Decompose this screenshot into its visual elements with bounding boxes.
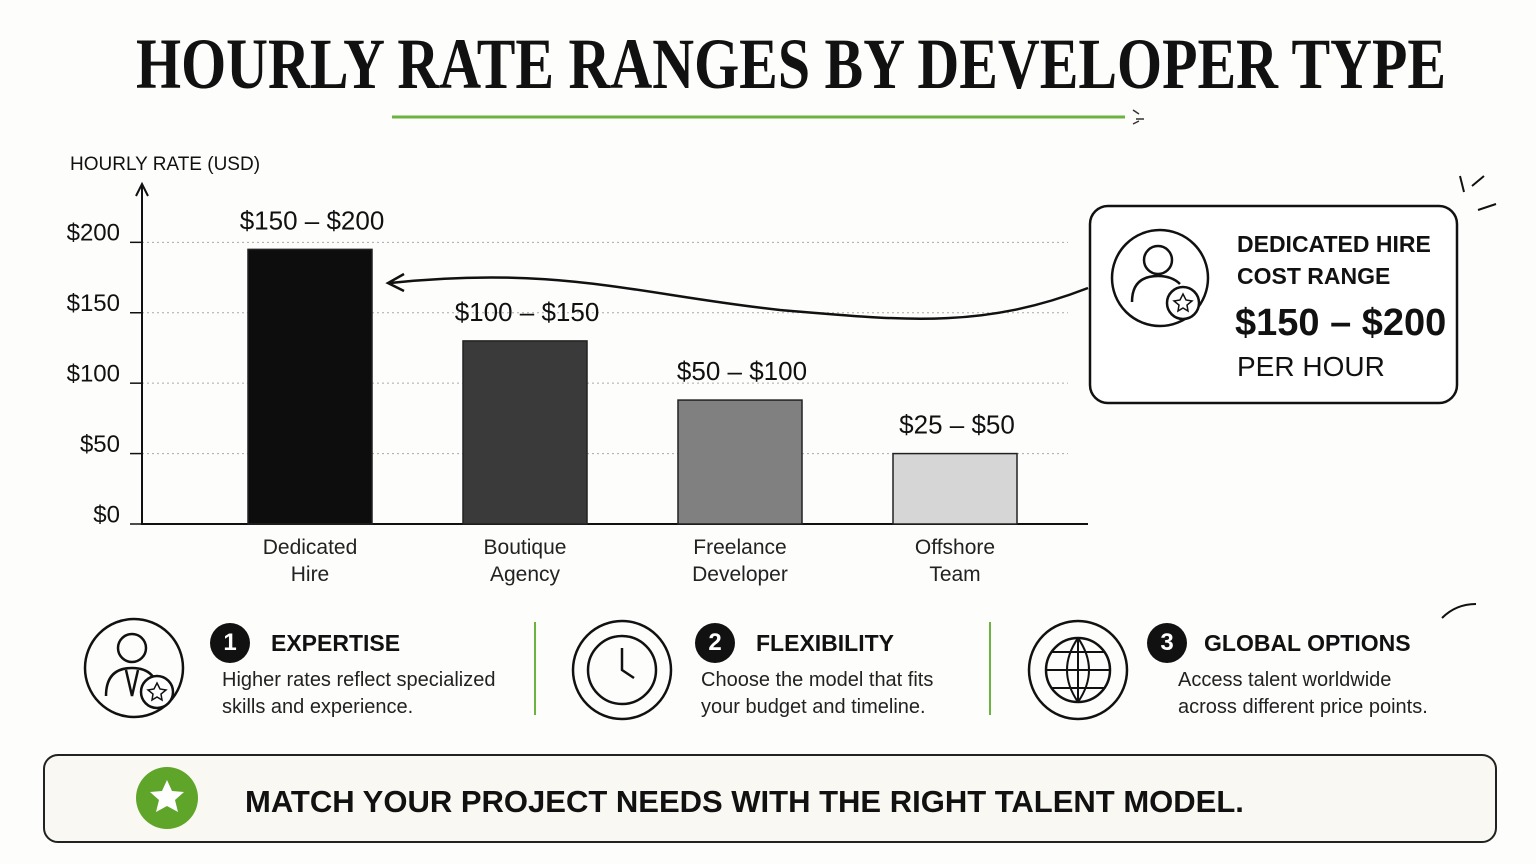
- sparkle: [1132, 109, 1144, 125]
- x-tick-label: Freelance Developer: [692, 536, 788, 586]
- feature-title: EXPERTISE: [271, 630, 401, 656]
- expertise-icon: [83, 617, 185, 719]
- feature-number: 2: [695, 623, 735, 663]
- y-axis-arrow: [135, 181, 149, 197]
- feature-text: Choose the model that fits your budget a…: [701, 669, 934, 718]
- callout-line: DEDICATED HIRE: [1237, 231, 1431, 257]
- star-badge: [139, 674, 175, 710]
- globe-icon: [1027, 619, 1129, 721]
- callout-line: COST RANGE: [1237, 263, 1390, 289]
- footer-text: MATCH YOUR PROJECT NEEDS WITH THE RIGHT …: [245, 784, 1244, 819]
- title: HOURLY RATE RANGES BY DEVELOPER TYPE: [136, 24, 1446, 104]
- bar: [677, 399, 803, 525]
- x-tick-label: Boutique Agency: [483, 536, 567, 586]
- y-tick-label: $100: [67, 361, 120, 388]
- person-icon: [1130, 274, 1181, 303]
- range-label: $100 – $150: [455, 297, 600, 327]
- range-label: $150 – $200: [240, 205, 385, 235]
- clock-icon: [571, 619, 673, 721]
- bar: [247, 248, 373, 525]
- y-tick-label: $50: [80, 431, 120, 458]
- star-badge: [1165, 285, 1201, 321]
- star-icon: [146, 681, 168, 702]
- feature-title: GLOBAL OPTIONS: [1204, 630, 1411, 656]
- y-tick-label: $0: [93, 501, 120, 528]
- bar: [892, 452, 1018, 525]
- x-tick-label: Offshore Team: [914, 536, 996, 586]
- expertise-icon: [116, 632, 148, 664]
- range-label: $25 – $50: [899, 410, 1015, 440]
- footer-box: [43, 754, 1497, 843]
- callout-unit: PER HOUR: [1237, 351, 1385, 382]
- x-tick-label: Dedicated Hire: [262, 536, 358, 586]
- clock-hands: [620, 648, 635, 680]
- bar: [462, 340, 588, 525]
- feature-number: 3: [1147, 623, 1187, 663]
- callout-arrowhead: [385, 272, 405, 293]
- footer-star: [150, 780, 184, 812]
- globe-icon: [1046, 637, 1110, 703]
- star-icon: [1172, 292, 1194, 313]
- feature-text: Access talent worldwide across different…: [1178, 669, 1428, 718]
- clock-icon: [586, 634, 658, 706]
- sparkle: [1459, 175, 1497, 211]
- callout-range: $150 – $200: [1235, 302, 1446, 344]
- y-axis-label: HOURLY RATE (USD): [70, 154, 260, 175]
- feature-text: Higher rates reflect specialized skills …: [222, 669, 496, 718]
- callout-arrow: [389, 276, 1089, 321]
- range-label: $50 – $100: [677, 356, 807, 386]
- y-tick-label: $150: [67, 290, 120, 317]
- feature-title: FLEXIBILITY: [756, 630, 894, 656]
- person-icon: [1142, 244, 1174, 276]
- decoration: [1441, 603, 1477, 619]
- y-tick-label: $200: [67, 220, 120, 247]
- feature-number: 1: [210, 623, 250, 663]
